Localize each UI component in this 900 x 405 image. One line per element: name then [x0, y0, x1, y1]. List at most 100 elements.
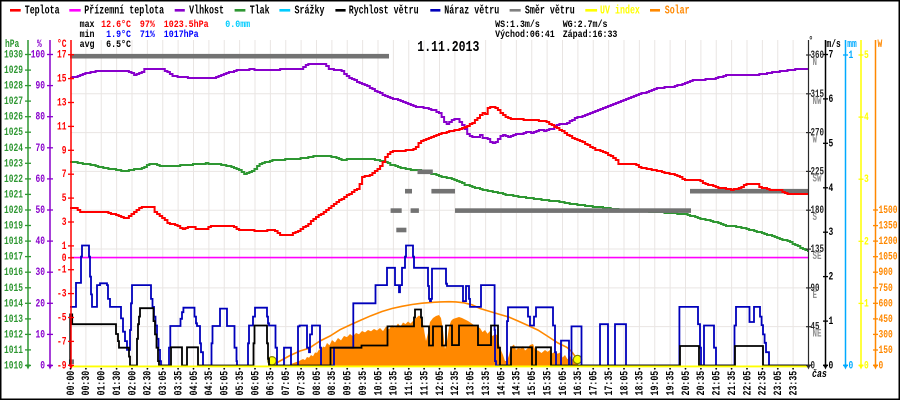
- svg-text:-1: -1: [57, 264, 67, 277]
- svg-text:-7: -7: [57, 335, 67, 348]
- svg-text:71%: 71%: [140, 28, 155, 40]
- svg-text:°: °: [809, 35, 814, 48]
- svg-text:19:05: 19:05: [649, 371, 661, 396]
- svg-text:300: 300: [879, 328, 893, 341]
- svg-text:600: 600: [879, 297, 893, 310]
- svg-text:0: 0: [829, 359, 834, 372]
- svg-text:10:05: 10:05: [372, 371, 384, 396]
- svg-text:2: 2: [829, 270, 834, 283]
- svg-text:02:00: 02:00: [126, 371, 138, 396]
- svg-text:12:35: 12:35: [449, 371, 461, 396]
- svg-text:3: 3: [864, 173, 869, 186]
- svg-text:6: 6: [829, 93, 834, 106]
- svg-text:1011: 1011: [4, 344, 23, 357]
- svg-text:1200: 1200: [879, 235, 898, 248]
- svg-text:1: 1: [864, 297, 869, 310]
- svg-text:10: 10: [35, 328, 45, 341]
- svg-text:°C: °C: [57, 38, 67, 51]
- svg-text:E: E: [813, 289, 818, 302]
- svg-text:02:30: 02:30: [142, 371, 154, 396]
- svg-text:15:05: 15:05: [526, 371, 538, 396]
- svg-text:0: 0: [40, 359, 45, 372]
- svg-text:900: 900: [879, 266, 893, 279]
- svg-text:225: 225: [811, 165, 825, 178]
- svg-text:Vlhkost: Vlhkost: [189, 4, 224, 18]
- svg-text:19:35: 19:35: [664, 371, 676, 396]
- svg-text:09:35: 09:35: [357, 371, 369, 396]
- svg-text:W: W: [878, 38, 883, 51]
- svg-text:01:30: 01:30: [111, 371, 123, 396]
- svg-text:1023: 1023: [4, 157, 23, 170]
- svg-text:45: 45: [811, 320, 820, 333]
- svg-text:hPa: hPa: [5, 38, 19, 51]
- svg-text:06:35: 06:35: [265, 371, 277, 396]
- svg-text:15: 15: [57, 72, 67, 85]
- svg-text:12.6°C: 12.6°C: [101, 18, 131, 30]
- svg-text:23:05: 23:05: [772, 371, 784, 396]
- svg-text:7: 7: [829, 48, 834, 61]
- svg-text:mm: mm: [847, 38, 857, 51]
- svg-text:Tlak: Tlak: [250, 4, 270, 18]
- svg-text:450: 450: [879, 313, 893, 326]
- svg-text:1023.5hPa: 1023.5hPa: [164, 18, 209, 30]
- svg-text:270: 270: [811, 126, 825, 139]
- svg-text:Směr větru: Směr větru: [525, 4, 575, 18]
- svg-text:08:35: 08:35: [326, 371, 338, 396]
- svg-text:20:35: 20:35: [695, 371, 707, 396]
- svg-text:Náraz větru: Náraz větru: [444, 4, 499, 18]
- svg-text:1: 1: [829, 315, 834, 328]
- svg-text:min: min: [80, 28, 95, 40]
- svg-text:1028: 1028: [4, 79, 23, 92]
- svg-text:09:05: 09:05: [342, 371, 354, 396]
- svg-text:1029: 1029: [4, 64, 23, 77]
- svg-text:30: 30: [35, 266, 45, 279]
- svg-text:1500: 1500: [879, 204, 898, 217]
- svg-text:17:35: 17:35: [603, 371, 615, 396]
- svg-text:1018: 1018: [4, 235, 23, 248]
- svg-text:20: 20: [35, 297, 45, 310]
- svg-text:1: 1: [849, 49, 854, 62]
- svg-text:1030: 1030: [4, 48, 23, 61]
- svg-text:20:05: 20:05: [680, 371, 692, 396]
- svg-text:1026: 1026: [4, 111, 23, 124]
- svg-text:1025: 1025: [4, 126, 23, 139]
- svg-text:5: 5: [62, 192, 67, 205]
- svg-text:17: 17: [57, 49, 67, 62]
- svg-text:m/s: m/s: [827, 38, 841, 51]
- svg-text:21:35: 21:35: [726, 371, 738, 396]
- svg-text:1017: 1017: [4, 250, 23, 263]
- svg-text:03:05: 03:05: [157, 371, 169, 396]
- svg-text:NW: NW: [813, 94, 822, 107]
- svg-text:-9: -9: [57, 359, 67, 372]
- svg-text:0: 0: [879, 359, 884, 372]
- svg-text:UV index: UV index: [600, 4, 640, 18]
- svg-text:0: 0: [864, 359, 869, 372]
- svg-text:0: 0: [849, 359, 854, 372]
- svg-text:750: 750: [879, 282, 893, 295]
- svg-text:1010: 1010: [4, 359, 23, 372]
- svg-text:1027: 1027: [4, 95, 23, 108]
- svg-text:22:35: 22:35: [757, 371, 769, 396]
- svg-text:04:05: 04:05: [188, 371, 200, 396]
- svg-text:23:35: 23:35: [787, 371, 799, 396]
- svg-text:11: 11: [57, 120, 67, 133]
- svg-text:-3: -3: [57, 287, 67, 300]
- svg-text:18:35: 18:35: [634, 371, 646, 396]
- svg-text:N: N: [813, 56, 818, 69]
- svg-text:W: W: [813, 133, 818, 146]
- svg-text:S: S: [813, 211, 818, 224]
- svg-text:03:35: 03:35: [172, 371, 184, 396]
- svg-text:60: 60: [35, 173, 45, 186]
- svg-text:4: 4: [864, 111, 869, 124]
- svg-text:05:35: 05:35: [234, 371, 246, 396]
- svg-text:06:05: 06:05: [249, 371, 261, 396]
- svg-text:1020: 1020: [4, 204, 23, 217]
- svg-text:SE: SE: [813, 250, 822, 263]
- svg-text:5: 5: [864, 49, 869, 62]
- svg-text:90: 90: [35, 79, 45, 92]
- svg-text:-5: -5: [57, 311, 67, 324]
- svg-text:1012: 1012: [4, 328, 23, 341]
- svg-text:Východ:06:41: Východ:06:41: [495, 28, 555, 40]
- svg-text:3: 3: [829, 226, 834, 239]
- svg-text:Srážky: Srážky: [295, 4, 325, 18]
